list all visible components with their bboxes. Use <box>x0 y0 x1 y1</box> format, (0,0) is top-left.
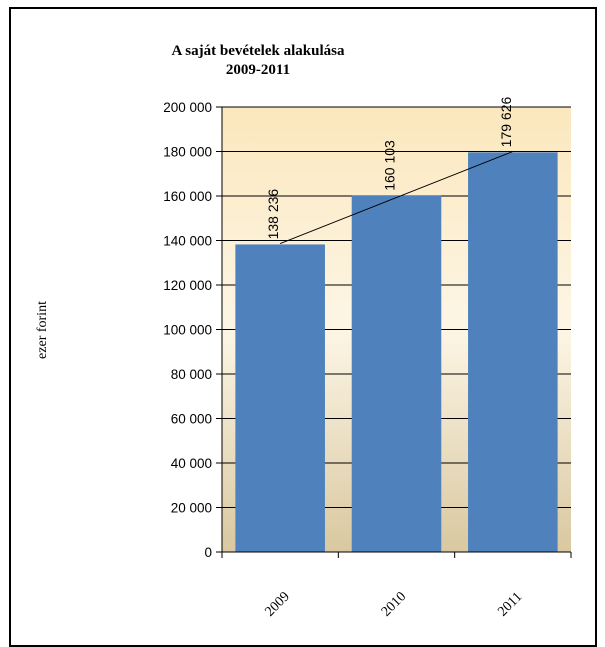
y-tick-labels: 0 20 000 40 000 60 000 80 000 100 000 120 000 1… <box>163 100 212 560</box>
y-axis-label: ezer forint <box>35 301 50 359</box>
x-tick-label: 2011 <box>495 590 525 620</box>
x-tick-labels: 2009 2010 2011 <box>262 589 525 619</box>
bar-chart: 0 20 000 40 000 60 000 80 000 100 000 120 000 1… <box>35 43 572 620</box>
data-label: 160 103 <box>382 140 398 191</box>
x-tick-label: 2009 <box>262 589 292 619</box>
y-tick-label: 180 000 <box>163 145 212 160</box>
y-tick-label: 60 000 <box>171 412 212 427</box>
y-tick-label: 140 000 <box>163 234 212 249</box>
y-tick-label: 100 000 <box>163 323 212 338</box>
chart-title: A saját bevételek alakulása <box>172 43 345 59</box>
y-tick-label: 20 000 <box>171 501 212 516</box>
y-tick-label: 40 000 <box>171 456 212 471</box>
trendline-group <box>279 150 514 245</box>
y-tick-label: 160 000 <box>163 189 212 204</box>
bars <box>235 152 558 553</box>
data-label: 138 236 <box>265 189 281 240</box>
y-tick-label: 120 000 <box>163 278 212 293</box>
bar-2010 <box>351 195 442 553</box>
data-labels: 138 236 160 103 179 626 <box>265 97 514 240</box>
bar-2011 <box>468 152 558 552</box>
y-tick-label: 80 000 <box>171 367 212 382</box>
data-label: 179 626 <box>498 97 514 148</box>
axes <box>216 106 572 558</box>
trendline <box>279 150 514 245</box>
chart-subtitle: 2009-2011 <box>226 62 290 78</box>
y-tick-label: 200 000 <box>163 100 212 115</box>
y-tick-label: 0 <box>204 545 212 560</box>
bar-2009 <box>235 244 325 552</box>
x-tick-label: 2010 <box>379 589 409 619</box>
